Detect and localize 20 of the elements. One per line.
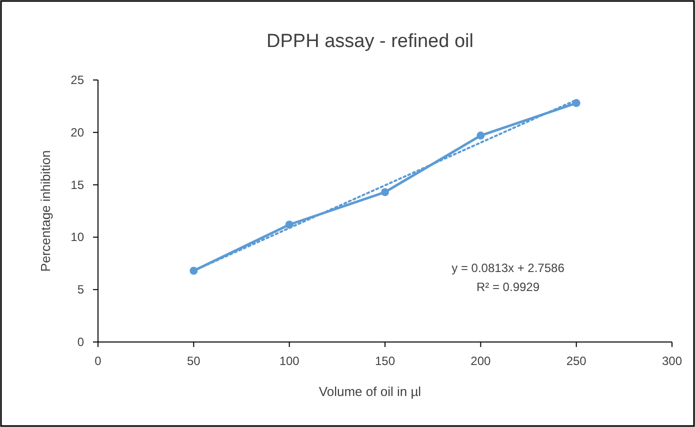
- x-tick-label: 50: [186, 354, 201, 368]
- annotation: y = 0.0813x + 2.7586: [452, 261, 565, 275]
- y-axis-title: Percentage inhibition: [38, 150, 53, 272]
- y-tick-label: 25: [70, 73, 84, 87]
- x-tick-label: 0: [94, 354, 102, 368]
- x-tick-label: 250: [566, 354, 587, 368]
- y-tick-label: 15: [70, 178, 84, 192]
- y-tick-label: 5: [77, 282, 84, 297]
- x-tick-label: 200: [470, 354, 491, 368]
- x-axis-title: Volume of oil in µl: [318, 384, 422, 399]
- x-tick-label: 300: [662, 354, 682, 368]
- annotation: R² = 0.9929: [476, 280, 540, 294]
- point: [381, 188, 389, 196]
- x-tick-label: 100: [279, 354, 300, 368]
- y-tick-label: 10: [70, 230, 84, 244]
- x-tick-label: 150: [374, 354, 396, 368]
- y-tick-label: 20: [70, 125, 84, 140]
- chart-title: DPPH assay - refined oil: [266, 31, 474, 52]
- point: [476, 132, 485, 140]
- y-tick-label: 0: [77, 335, 84, 349]
